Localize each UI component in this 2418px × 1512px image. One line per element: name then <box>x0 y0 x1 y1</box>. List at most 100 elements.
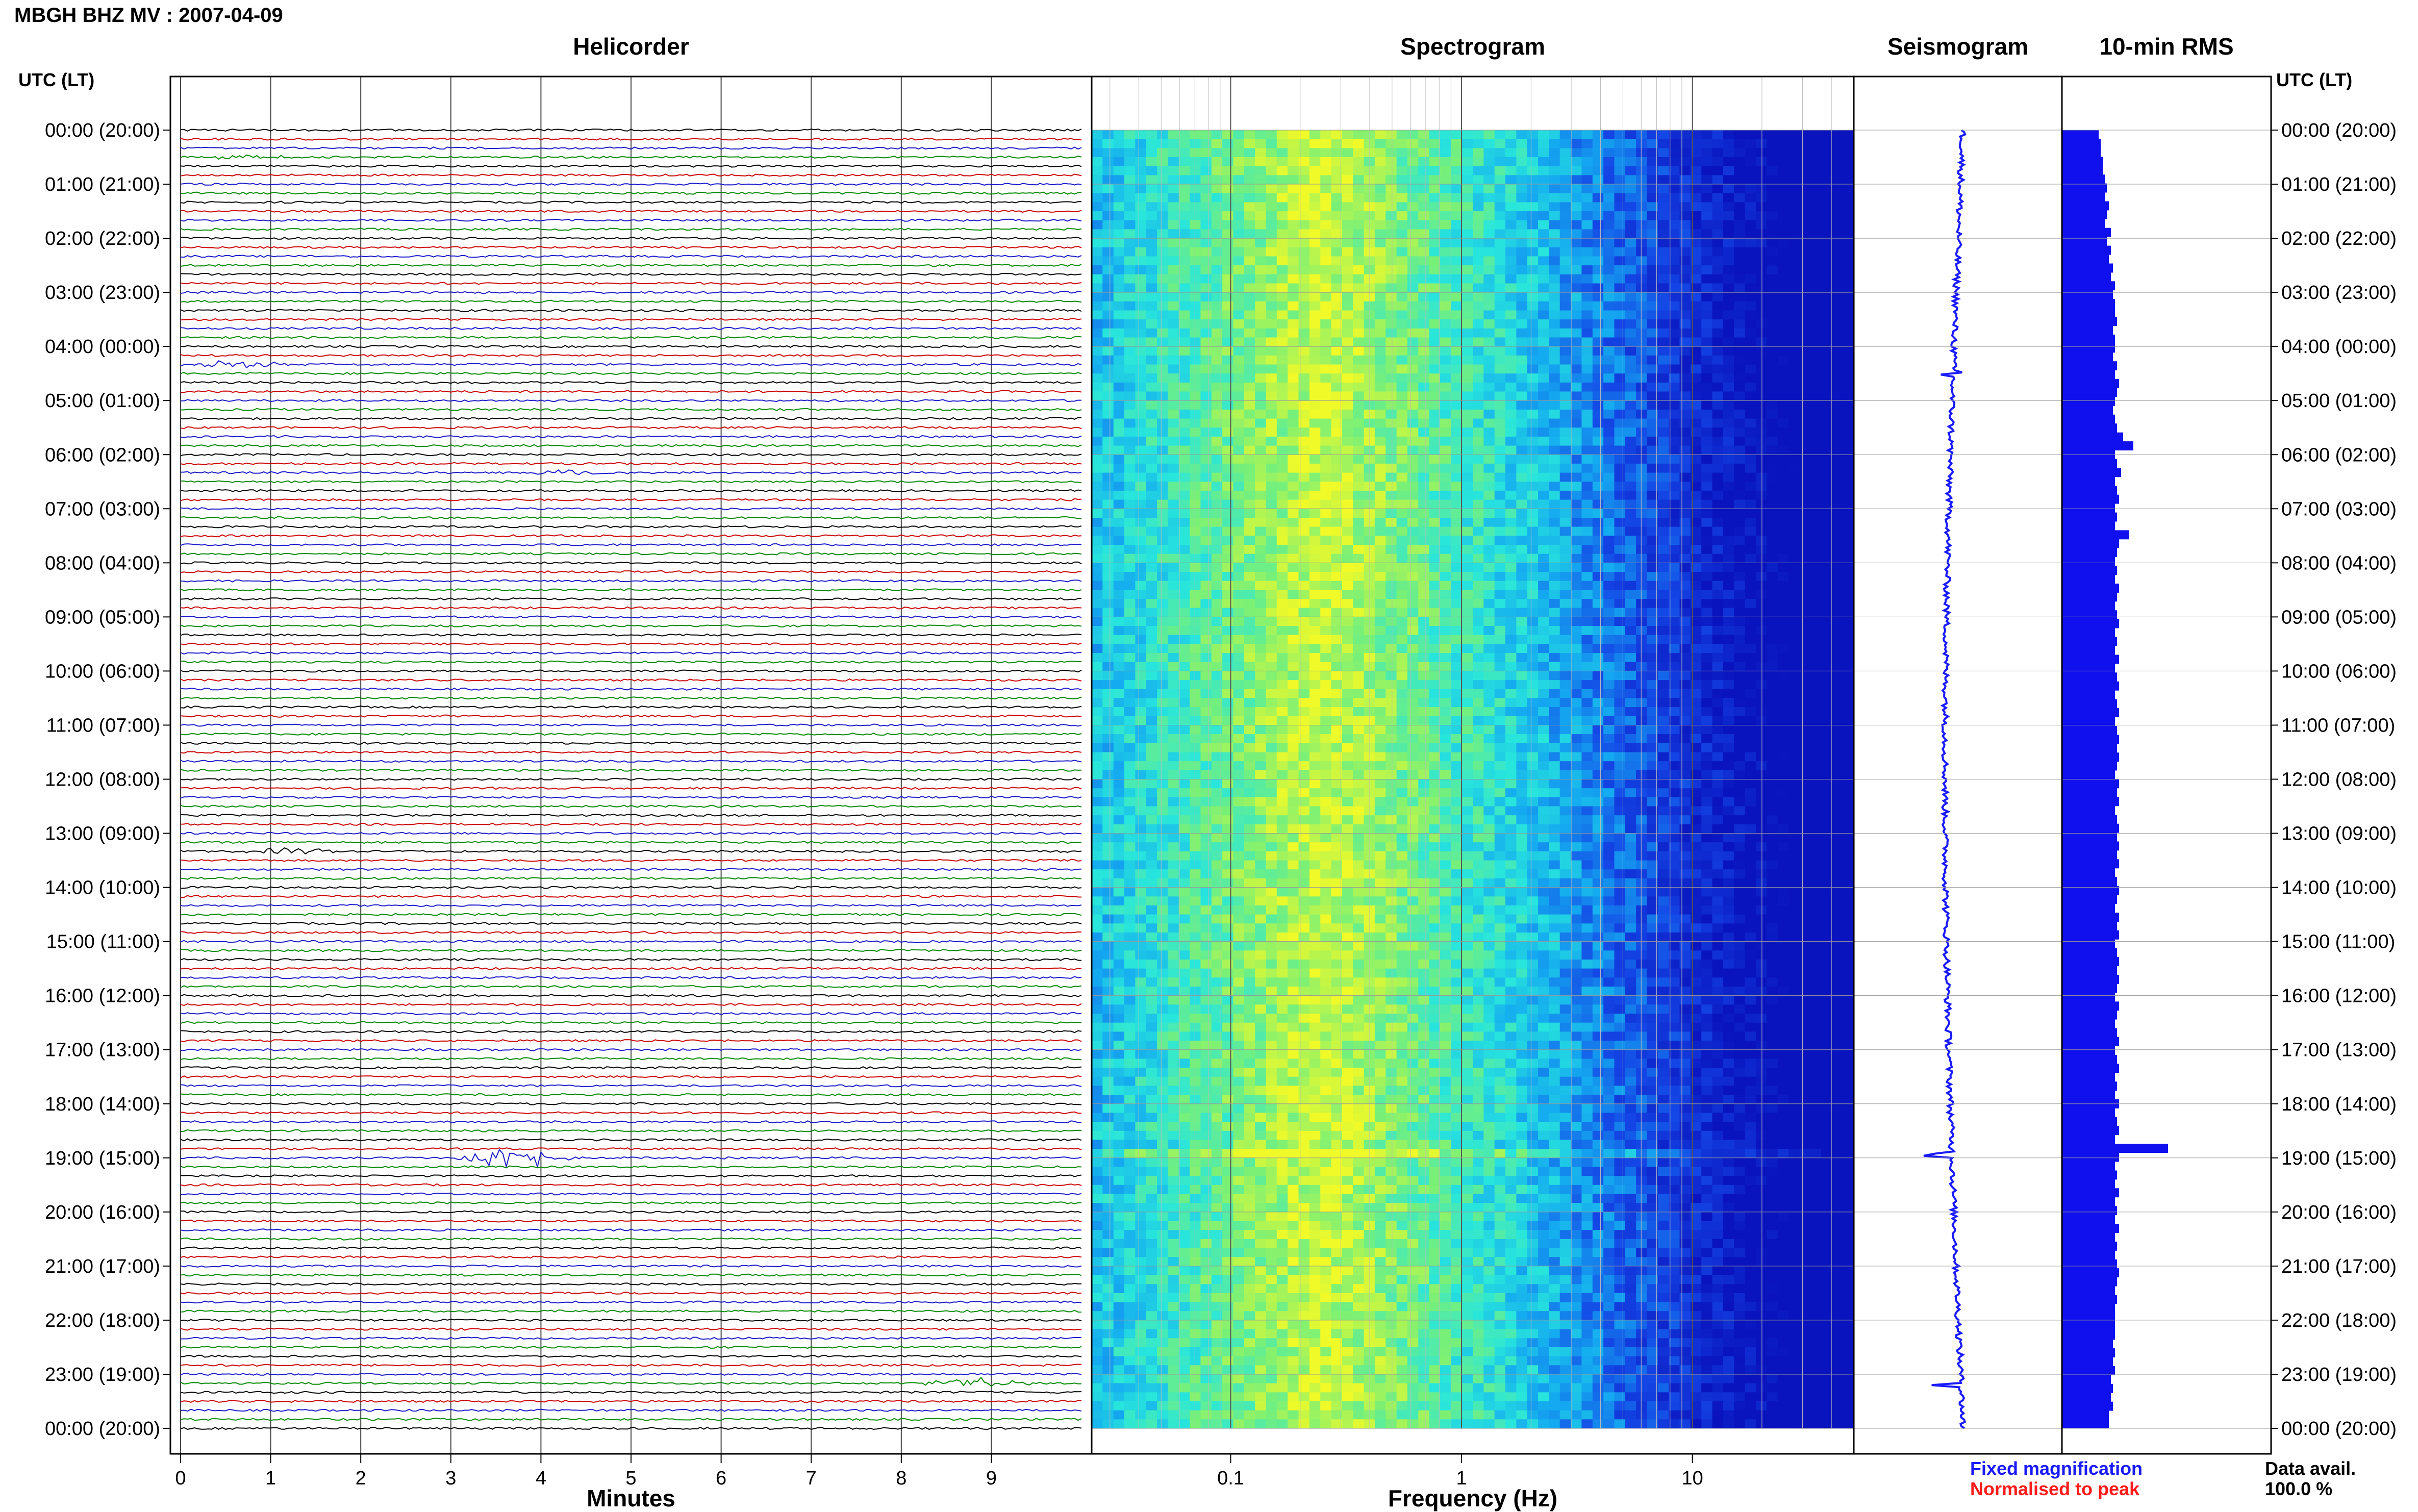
spectrogram-cell <box>1723 472 1734 482</box>
spectrogram-cell <box>1168 599 1179 609</box>
spectrogram-cell <box>1527 148 1539 158</box>
spectrogram-cell <box>1473 247 1484 257</box>
spectrogram-cell <box>1266 689 1277 699</box>
spectrogram-cell <box>1288 526 1299 536</box>
spectrogram-cell <box>1244 743 1255 753</box>
spectrogram-cell <box>1309 455 1321 464</box>
spectrogram-cell <box>1592 455 1604 464</box>
spectrogram-cell <box>1571 391 1582 401</box>
spectrogram-cell <box>1777 202 1789 212</box>
spectrogram-cell <box>1462 346 1473 356</box>
spectrogram-cell <box>1418 256 1430 266</box>
spectrogram-cell <box>1494 653 1506 663</box>
spectrogram-cell <box>1320 148 1332 158</box>
spectrogram-cell <box>1429 463 1441 473</box>
spectrogram-cell <box>1559 455 1571 464</box>
spectrogram-cell <box>1342 130 1353 140</box>
spectrogram-cell <box>1581 509 1593 518</box>
spectrogram-cell <box>1440 725 1451 735</box>
spectrogram-cell <box>1636 581 1647 590</box>
spectrogram-cell <box>1168 608 1179 617</box>
spectrogram-cell <box>1462 662 1473 671</box>
spectrogram-cell <box>1244 436 1255 446</box>
spectrogram-cell <box>1505 518 1517 527</box>
spectrogram-cell <box>1255 499 1266 509</box>
spectrogram-cell <box>1233 292 1245 302</box>
spectrogram-cell <box>1777 220 1789 230</box>
spectrogram-cell <box>1679 292 1691 302</box>
spectrogram-cell <box>1451 436 1463 446</box>
spectrogram-cell <box>1429 319 1441 329</box>
spectrogram-cell <box>1712 716 1724 726</box>
spectrogram-cell <box>1614 256 1626 266</box>
spectrogram-cell <box>1211 518 1223 527</box>
spectrogram-cell <box>1669 653 1680 663</box>
spectrogram-cell <box>1451 626 1463 636</box>
spectrogram-cell <box>1353 157 1365 167</box>
spectrogram-cell <box>1222 509 1233 518</box>
spectrogram-cell <box>1190 499 1201 509</box>
spectrogram-cell <box>1799 499 1811 509</box>
spectrogram-cell <box>1386 229 1397 239</box>
spectrogram-cell <box>1777 472 1789 482</box>
spectrogram-cell <box>1669 382 1680 392</box>
spectrogram-cell <box>1843 391 1854 401</box>
spectrogram-cell <box>1157 319 1168 329</box>
spectrogram-cell <box>1178 373 1190 383</box>
spectrogram-cell <box>1505 463 1517 473</box>
spectrogram-cell <box>1342 644 1353 653</box>
spectrogram-cell <box>1146 572 1157 582</box>
spectrogram-cell <box>1374 572 1386 582</box>
spectrogram-cell <box>1200 590 1212 599</box>
spectrogram-cell <box>1233 346 1245 356</box>
spectrogram-cell <box>1767 436 1778 446</box>
spectrogram-cell <box>1767 752 1778 762</box>
spectrogram-cell <box>1745 536 1756 545</box>
spectrogram-cell <box>1178 256 1190 266</box>
spectrogram-cell <box>1320 292 1332 302</box>
spectrogram-cell <box>1767 400 1778 410</box>
spectrogram-cell <box>1581 734 1593 744</box>
spectrogram-cell <box>1178 301 1190 311</box>
spectrogram-cell <box>1320 193 1332 203</box>
spectrogram-cell <box>1494 761 1506 771</box>
spectrogram-cell <box>1559 139 1571 148</box>
spectrogram-cell <box>1614 319 1626 329</box>
spectrogram-cell <box>1102 157 1114 167</box>
spectrogram-cell <box>1157 499 1168 509</box>
spectrogram-cell <box>1690 635 1702 644</box>
spectrogram-cell <box>1440 526 1451 536</box>
spectrogram-cell <box>1647 283 1658 293</box>
spectrogram-cell <box>1407 202 1419 212</box>
spectrogram-cell <box>1483 382 1495 392</box>
spectrogram-cell <box>1451 680 1463 690</box>
spectrogram-cell <box>1135 770 1147 780</box>
spectrogram-cell <box>1549 671 1560 681</box>
spectrogram-cell <box>1102 581 1114 590</box>
spectrogram-cell <box>1657 139 1669 148</box>
spectrogram-cell <box>1832 202 1844 212</box>
spectrogram-cell <box>1244 716 1255 726</box>
spectrogram-cell <box>1657 743 1669 753</box>
spectrogram-cell <box>1745 671 1756 681</box>
spectrogram-cell <box>1386 509 1397 518</box>
spectrogram-cell <box>1647 301 1658 311</box>
spectrogram-cell <box>1298 220 1310 230</box>
spectrogram-cell <box>1200 274 1212 284</box>
spectrogram-cell <box>1701 184 1713 194</box>
spectrogram-cell <box>1440 229 1451 239</box>
spectrogram-cell <box>1102 130 1114 140</box>
spectrogram-cell <box>1146 626 1157 636</box>
spectrogram-cell <box>1418 193 1430 203</box>
spectrogram-cell <box>1146 455 1157 464</box>
spectrogram-cell <box>1669 536 1680 545</box>
spectrogram-cell <box>1255 707 1266 717</box>
spectrogram-cell <box>1777 256 1789 266</box>
spectrogram-cell <box>1603 166 1615 175</box>
spectrogram-cell <box>1418 553 1430 563</box>
spectrogram-cell <box>1712 707 1724 717</box>
spectrogram-cell <box>1832 590 1844 599</box>
spectrogram-cell <box>1549 301 1560 311</box>
spectrogram-cell <box>1734 157 1746 167</box>
spectrogram-cell <box>1211 400 1223 410</box>
